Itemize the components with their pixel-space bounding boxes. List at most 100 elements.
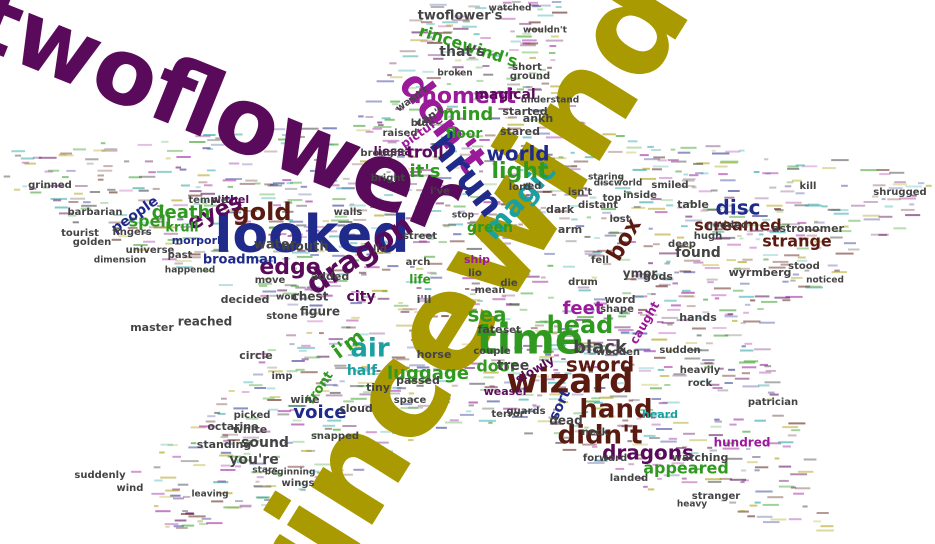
background-speckle (336, 187, 355, 190)
background-speckle (601, 208, 616, 211)
background-speckle (501, 182, 509, 185)
background-speckle (689, 468, 702, 471)
background-speckle (282, 210, 294, 213)
background-speckle (742, 385, 760, 388)
cloud-word: that's (439, 44, 484, 60)
background-speckle (332, 254, 345, 257)
background-speckle (220, 436, 229, 439)
background-speckle (523, 344, 536, 347)
background-speckle (425, 234, 435, 237)
background-speckle (291, 360, 305, 362)
background-speckle (778, 485, 795, 488)
cloud-word: wine (290, 393, 319, 406)
background-speckle (262, 397, 275, 400)
background-speckle (663, 366, 673, 368)
background-speckle (131, 470, 142, 473)
background-speckle (682, 289, 691, 292)
background-speckle (532, 157, 547, 160)
background-speckle (435, 426, 447, 429)
background-speckle (770, 518, 787, 521)
background-speckle (471, 288, 480, 291)
background-speckle (740, 322, 746, 325)
background-speckle (509, 303, 520, 306)
background-speckle (277, 410, 292, 413)
background-speckle (468, 261, 475, 264)
background-speckle (312, 394, 320, 397)
background-speckle (545, 378, 555, 381)
background-speckle (319, 332, 324, 335)
background-speckle (154, 220, 163, 223)
background-speckle (643, 485, 648, 488)
background-speckle (227, 185, 234, 188)
background-speckle (766, 398, 774, 401)
background-speckle (754, 466, 769, 469)
background-speckle (724, 196, 735, 199)
background-speckle (409, 364, 425, 367)
background-speckle (750, 229, 764, 232)
background-speckle (554, 325, 562, 328)
cloud-word: grinned (28, 180, 72, 191)
background-speckle (328, 285, 341, 287)
background-speckle (703, 298, 709, 301)
background-speckle (338, 273, 349, 276)
background-speckle (661, 321, 675, 324)
background-speckle (550, 85, 567, 88)
cloud-word: light (491, 159, 548, 184)
background-speckle (683, 271, 696, 274)
background-speckle (620, 331, 630, 334)
background-speckle (545, 136, 564, 139)
background-speckle (551, 348, 566, 351)
background-speckle (361, 295, 376, 298)
background-speckle (174, 262, 183, 265)
cloud-word: tourist (61, 228, 99, 239)
background-speckle (471, 98, 481, 101)
background-speckle (720, 179, 736, 182)
cloud-word: barbarian (68, 207, 123, 218)
background-speckle (421, 174, 439, 177)
background-speckle (778, 223, 790, 226)
background-speckle (466, 247, 482, 250)
cloud-word: cloud (339, 402, 373, 415)
background-speckle (427, 41, 443, 44)
background-speckle (522, 42, 539, 45)
background-speckle (62, 176, 69, 179)
background-speckle (663, 474, 680, 477)
background-speckle (764, 365, 772, 368)
background-speckle (516, 35, 532, 38)
background-speckle (719, 477, 733, 480)
background-speckle (539, 68, 546, 71)
background-speckle (717, 389, 729, 392)
background-speckle (602, 133, 616, 136)
background-speckle (622, 292, 632, 295)
background-speckle (798, 237, 809, 240)
background-speckle (578, 345, 596, 348)
background-speckle (317, 295, 326, 298)
background-speckle (663, 278, 674, 281)
background-speckle (677, 244, 686, 247)
background-speckle (282, 292, 297, 295)
background-speckle (374, 251, 391, 254)
background-speckle (361, 273, 367, 276)
background-speckle (300, 371, 318, 374)
background-speckle (257, 259, 273, 262)
background-speckle (363, 391, 375, 394)
background-speckle (475, 229, 483, 232)
background-speckle (638, 311, 643, 314)
background-speckle (495, 349, 511, 352)
background-speckle (413, 241, 430, 244)
background-speckle (258, 361, 266, 364)
background-speckle (519, 22, 532, 25)
background-speckle (101, 149, 118, 152)
background-speckle (633, 205, 641, 208)
background-speckle (575, 279, 593, 282)
background-speckle (664, 384, 671, 386)
background-speckle (604, 354, 618, 357)
background-speckle (264, 277, 272, 280)
background-speckle (193, 464, 206, 467)
background-speckle (732, 319, 738, 322)
background-speckle (801, 165, 818, 168)
background-speckle (370, 206, 386, 208)
background-speckle (86, 162, 94, 165)
background-speckle (732, 289, 744, 292)
background-speckle (531, 208, 542, 211)
